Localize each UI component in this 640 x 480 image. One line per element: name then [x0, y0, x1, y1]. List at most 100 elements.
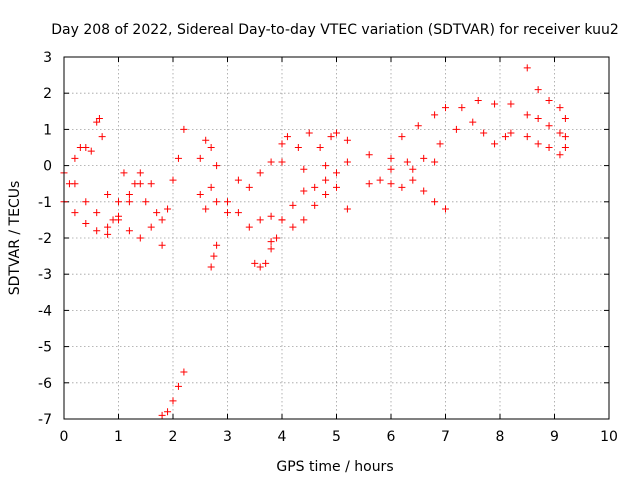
- data-point: [431, 198, 439, 206]
- plot-frame: [63, 56, 610, 420]
- data-point: [125, 198, 133, 206]
- x-tick-label: 8: [496, 429, 505, 445]
- data-point: [491, 100, 499, 108]
- series-arc-l: [278, 151, 439, 173]
- data-point: [210, 252, 218, 260]
- series-arc-a: [60, 115, 188, 224]
- data-point: [414, 122, 422, 130]
- data-point: [278, 140, 286, 148]
- series-arc-i: [224, 183, 351, 231]
- data-point: [213, 241, 221, 249]
- data-point: [398, 133, 406, 141]
- data-point: [300, 165, 308, 173]
- data-point: [545, 144, 553, 151]
- data-point: [491, 140, 499, 148]
- data-point: [409, 176, 417, 184]
- series-arc-f: [196, 183, 221, 213]
- x-tick-label: 1: [114, 429, 123, 445]
- data-point: [474, 96, 482, 104]
- series-arc-b: [60, 198, 166, 249]
- data-point: [387, 165, 395, 173]
- data-point: [507, 100, 515, 108]
- data-point: [561, 133, 569, 141]
- y-axis-label: SDTVAR / TECUs: [7, 181, 23, 296]
- data-point: [234, 209, 242, 217]
- data-point: [507, 129, 515, 137]
- data-point: [278, 216, 286, 224]
- x-tick-label: 7: [441, 429, 450, 445]
- data-point: [409, 165, 417, 173]
- data-point: [71, 209, 79, 217]
- data-point: [316, 144, 324, 151]
- data-point: [82, 144, 90, 151]
- data-point: [343, 136, 351, 144]
- data-point: [93, 118, 101, 126]
- y-tick-label: -3: [38, 267, 52, 283]
- axis-ticks: [63, 56, 610, 420]
- data-point: [174, 154, 182, 162]
- data-point: [115, 198, 122, 206]
- x-tick-label: 3: [223, 429, 232, 445]
- x-tick-label: 6: [387, 429, 396, 445]
- data-point: [523, 111, 531, 119]
- series-arc-j: [251, 234, 281, 271]
- data-point: [213, 162, 221, 170]
- data-point: [196, 191, 204, 199]
- y-tick-label: -6: [38, 376, 52, 392]
- data-point: [136, 234, 144, 242]
- data-point: [398, 183, 406, 191]
- chart-title: Day 208 of 2022, Sidereal Day-to-day VTE…: [51, 22, 619, 38]
- y-tick-label: 2: [43, 86, 52, 102]
- data-point: [196, 154, 204, 162]
- data-point: [300, 187, 308, 195]
- data-point: [98, 133, 106, 141]
- data-point: [403, 158, 411, 166]
- data-point: [458, 104, 466, 112]
- series-arc-m: [365, 176, 449, 213]
- series-arc-q: [523, 111, 569, 141]
- data-point: [169, 397, 177, 405]
- y-tick-label: -1: [38, 195, 52, 211]
- data-point: [82, 198, 90, 206]
- data-point: [147, 223, 155, 231]
- data-point: [164, 205, 172, 213]
- data-point: [120, 169, 128, 177]
- data-point: [545, 122, 553, 130]
- data-point: [305, 129, 313, 137]
- data-point: [164, 408, 172, 416]
- data-point: [207, 144, 215, 151]
- data-point: [534, 140, 542, 148]
- data-point: [207, 263, 215, 271]
- data-point: [180, 125, 188, 133]
- y-tick-label: 0: [43, 159, 52, 175]
- data-point: [142, 198, 150, 206]
- data-point: [174, 382, 182, 390]
- data-point: [153, 209, 161, 217]
- series-arc-g: [207, 241, 221, 271]
- data-point: [158, 241, 166, 249]
- data-point: [115, 212, 122, 220]
- data-point: [534, 115, 542, 123]
- data-point: [322, 176, 330, 184]
- data-point: [267, 158, 275, 166]
- x-tick-label: 2: [169, 429, 178, 445]
- data-point: [82, 220, 90, 228]
- data-point: [278, 158, 286, 166]
- data-point: [343, 158, 351, 166]
- data-point: [95, 115, 103, 123]
- data-point: [311, 183, 319, 191]
- data-point: [534, 86, 542, 94]
- series-arc-d: [158, 368, 188, 419]
- data-point: [365, 180, 373, 188]
- series-arc-o: [387, 118, 515, 173]
- data-point: [365, 151, 373, 159]
- data-point: [256, 169, 264, 177]
- data-point: [104, 191, 112, 199]
- x-tick-label: 5: [332, 429, 341, 445]
- data-point: [256, 263, 264, 271]
- data-point: [523, 133, 531, 141]
- grid: [64, 57, 609, 419]
- data-point: [224, 209, 231, 217]
